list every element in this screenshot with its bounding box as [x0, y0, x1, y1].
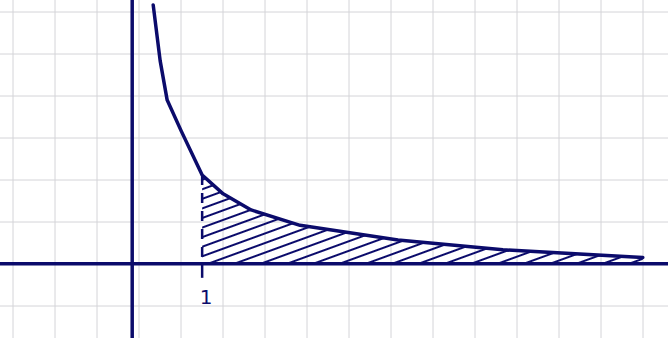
- chart: 1: [0, 0, 668, 338]
- paper-line: [139, 0, 140, 338]
- paper-line: [265, 0, 266, 338]
- paper-line: [97, 0, 98, 338]
- paper-line: [559, 0, 560, 338]
- paper-line: [0, 306, 668, 307]
- x-tick: [201, 264, 204, 278]
- paper-line: [0, 12, 668, 13]
- paper-line: [307, 0, 308, 338]
- paper-line: [223, 0, 224, 338]
- graph-paper: [0, 0, 668, 338]
- paper-line: [349, 0, 350, 338]
- paper-line: [0, 96, 668, 97]
- paper-line: [13, 0, 14, 338]
- shaded-area: [202, 175, 643, 264]
- paper-line: [601, 0, 602, 338]
- paper-line: [0, 54, 668, 55]
- chart-svg: 1: [0, 0, 668, 338]
- x-tick-label: 1: [200, 285, 213, 309]
- paper-line: [181, 0, 182, 338]
- paper-line: [643, 0, 644, 338]
- paper-line: [391, 0, 392, 338]
- paper-line: [0, 222, 668, 223]
- plot-area: [153, 5, 643, 264]
- paper-line: [0, 180, 668, 181]
- y-axis: [130, 0, 134, 338]
- paper-line: [55, 0, 56, 338]
- paper-line: [517, 0, 518, 338]
- area-edge: [201, 175, 204, 264]
- paper-line: [433, 0, 434, 338]
- paper-line: [475, 0, 476, 338]
- paper-line: [0, 138, 668, 139]
